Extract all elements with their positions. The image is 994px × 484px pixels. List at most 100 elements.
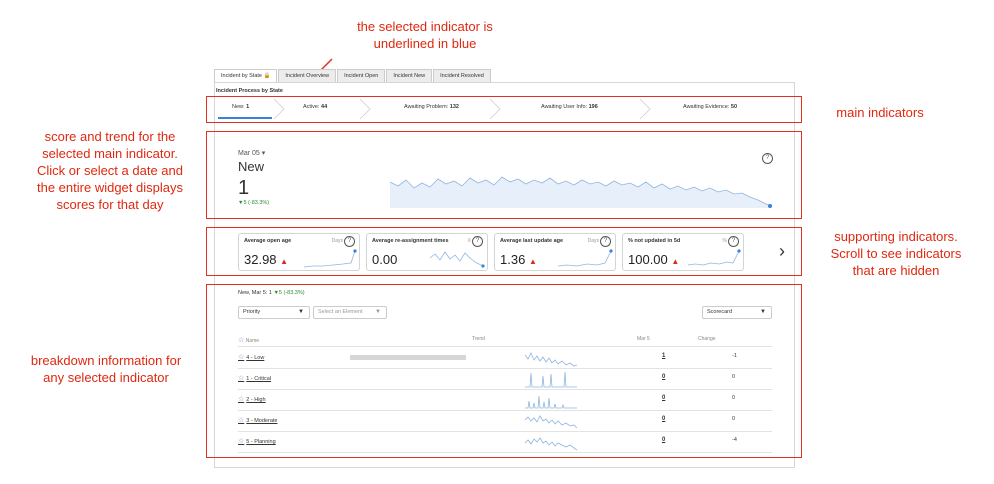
table-row[interactable]: ☆ 1 - Critical 0 0 [238,369,772,390]
row-value[interactable]: 0 [662,395,666,401]
card-value: 1.36 ▲ [500,252,537,267]
row-name: 5 - Planning [246,439,276,445]
help-icon[interactable]: ? [600,236,611,247]
tab-incident-resolved[interactable]: Incident Resolved [433,69,491,83]
column-header-trend: Trend [472,336,485,342]
element-select[interactable]: Select an Element ▼ [313,306,387,319]
indicator-value: 132 [449,104,459,110]
star-icon: ☆ [238,337,245,344]
table-row[interactable]: ☆ 5 - Planning 0 -4 [238,432,772,453]
row-name: 3 - Moderate [246,418,278,424]
score-name: New [238,159,265,174]
annotation-line: the entire widget displays [37,180,183,195]
row-change: 0 [732,374,736,380]
card-average-reassignment-times[interactable]: Average re-assignment times X ? 0.00 [366,233,488,271]
indicator-label: Awaiting User Info: [541,104,588,110]
indicator-label: New: [232,104,245,110]
row-bar [350,355,466,360]
trend-up-icon: ▲ [280,257,289,266]
star-icon[interactable]: ☆ [238,417,245,424]
indicator-value: 1 [246,104,250,110]
lock-icon: 🔒 [263,73,271,79]
row-value[interactable]: 0 [662,416,666,422]
table-row[interactable]: ☆ 3 - Moderate 0 0 [238,411,772,432]
card-value-text: 32.98 [244,252,277,267]
indicator-label: Awaiting Evidence: [683,104,730,110]
score-trend-chart[interactable] [388,168,774,210]
annotation-box-score [206,131,802,219]
card-title: Average last update age [500,238,564,244]
table-row[interactable]: ☆ 2 - High 0 0 [238,390,772,411]
card-not-updated-5d[interactable]: % not updated in 5d % ? 100.00 ▲ [622,233,744,271]
help-icon[interactable]: ? [728,236,739,247]
select-value: Scorecard [707,309,733,315]
annotation-score-trend: score and trend for the selected main in… [20,128,200,213]
score-value: 1 [238,177,250,199]
row-name: 2 - High [246,397,266,403]
tab-incident-overview[interactable]: Incident Overview [278,69,337,83]
indicator-value: 50 [730,104,738,110]
card-average-open-age[interactable]: Average open age Days ? 32.98 ▲ [238,233,360,271]
row-name-link[interactable]: ☆ 1 - Critical [238,374,271,382]
help-icon[interactable]: ? [344,236,355,247]
divider [238,346,772,347]
group-by-select[interactable]: Priority ▼ [238,306,310,319]
table-row[interactable]: ☆ 4 - Low 1 -1 [238,348,772,369]
tab-incident-new[interactable]: Incident New [386,69,433,83]
chevron-down-icon: ▼ [760,309,766,315]
row-value[interactable]: 1 [662,353,666,359]
card-average-last-update-age[interactable]: Average last update age Days ? 1.36 ▲ [494,233,616,271]
star-icon[interactable]: ☆ [238,354,245,361]
column-label: Name [245,338,260,344]
annotation-line: the selected indicator is [357,19,493,34]
help-icon[interactable]: ? [472,236,483,247]
row-value[interactable]: 0 [662,437,666,443]
main-indicator-new[interactable]: New: 1 [232,104,249,110]
annotation-breakdown: breakdown information for any selected i… [16,352,196,386]
row-value[interactable]: 0 [662,374,666,380]
row-name-link[interactable]: ☆ 5 - Planning [238,437,276,445]
tab-bar: Incident by State 🔒 Incident Overview In… [214,69,492,83]
annotation-line: scores for that day [56,197,164,212]
row-change: 0 [732,395,736,401]
select-value: Select an Element [318,309,363,315]
tab-incident-by-state[interactable]: Incident by State 🔒 [214,69,278,83]
card-unit: Days [587,238,599,244]
score-trend: ▼5 (-83.3%) [238,200,270,206]
main-indicator-awaiting-user-info[interactable]: Awaiting User Info: 196 [541,104,598,110]
chevron-right-icon[interactable]: › [779,241,785,261]
card-value: 100.00 ▲ [628,252,679,267]
breakdown-header-text: New, Mar 5: 1 [238,290,272,296]
annotation-line: underlined in blue [373,36,477,51]
card-unit: X [467,238,471,244]
card-sparkline [687,249,741,266]
indicator-value: 196 [588,104,598,110]
main-indicator-active[interactable]: Active: 44 [303,104,327,110]
indicator-label: Awaiting Problem: [404,104,449,110]
help-icon[interactable]: ? [762,153,773,164]
row-sparkline [525,371,577,388]
star-icon[interactable]: ☆ [238,375,245,382]
breakdown-header: New, Mar 5: 1 ▼5 (-83.3%) [238,290,305,296]
card-sparkline [303,249,357,268]
date-selector[interactable]: Mar 05 ▾ [238,149,265,157]
row-name-link[interactable]: ☆ 3 - Moderate [238,416,277,424]
annotation-line: any selected indicator [43,370,169,385]
annotation-line: that are hidden [852,263,940,278]
row-name-link[interactable]: ☆ 4 - Low [238,353,264,361]
annotation-main-indicators: main indicators [836,105,924,120]
tab-incident-open[interactable]: Incident Open [337,69,386,83]
star-icon[interactable]: ☆ [238,396,245,403]
row-name-link[interactable]: ☆ 2 - High [238,395,266,403]
star-icon[interactable]: ☆ [238,438,245,445]
card-title: Average re-assignment times [372,238,449,244]
row-change: -1 [732,353,737,359]
annotation-selected-indicator: the selected indicator is underlined in … [330,18,520,52]
view-select[interactable]: Scorecard ▼ [702,306,772,319]
selected-underline [218,117,272,119]
main-indicator-awaiting-evidence[interactable]: Awaiting Evidence: 50 [683,104,737,110]
row-name: 4 - Low [246,355,265,361]
main-indicator-awaiting-problem[interactable]: Awaiting Problem: 132 [404,104,459,110]
trend-up-icon: ▲ [528,257,537,266]
card-sparkline [429,251,485,268]
